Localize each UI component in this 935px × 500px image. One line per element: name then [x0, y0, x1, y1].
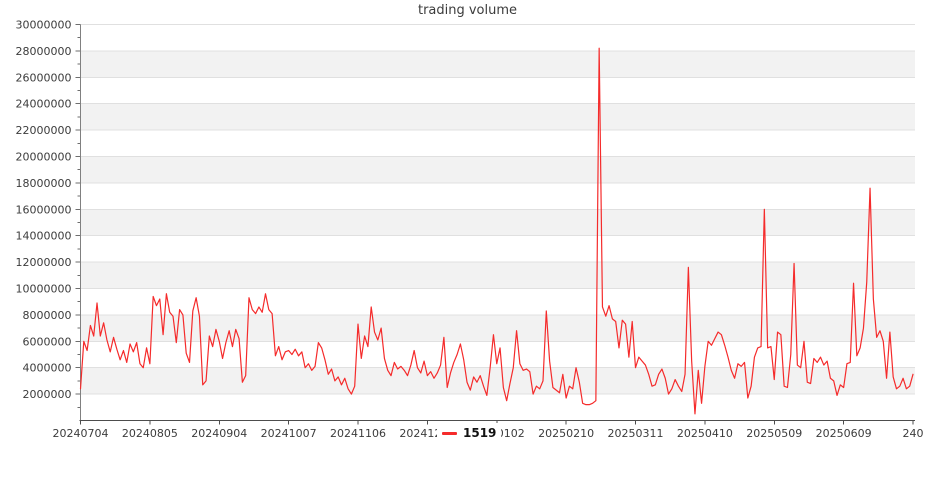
- y-tick-label: 24000000: [16, 98, 72, 111]
- legend[interactable]: 1519: [437, 423, 501, 443]
- y-tick-label: 6000000: [23, 335, 72, 348]
- x-tick-label: 20250410: [677, 427, 733, 440]
- x-tick-label: 20241106: [330, 427, 386, 440]
- series-line-1519: [79, 47, 914, 415]
- chart-title: trading volume: [417, 3, 518, 18]
- x-tick-label: 20240704: [53, 427, 109, 440]
- x-tick-label: 20250609: [816, 427, 872, 440]
- plot-band: [80, 156, 915, 183]
- y-tick-label: 16000000: [16, 203, 72, 216]
- y-tick-label: 30000000: [16, 19, 72, 32]
- y-tick-label: 20000000: [16, 151, 72, 164]
- y-tick-label: 10000000: [16, 283, 72, 296]
- y-tick-label: 8000000: [23, 309, 72, 322]
- y-tick-label: 2000000: [23, 388, 72, 401]
- y-tick-label: 18000000: [16, 177, 72, 190]
- plot-band: [80, 209, 915, 236]
- x-tick-label: 20240904: [191, 427, 247, 440]
- legend-series-label: 1519: [463, 426, 497, 440]
- x-tick-label: 20250210: [538, 427, 594, 440]
- x-tick-label: 20240805: [122, 427, 178, 440]
- x-tick-label: 20250311: [608, 427, 664, 440]
- y-tick-label: 4000000: [23, 362, 72, 375]
- y-tick-label: 26000000: [16, 71, 72, 84]
- legend-line-marker: [442, 431, 457, 435]
- y-tick-label: 12000000: [16, 256, 72, 269]
- y-tick-label: 22000000: [16, 124, 72, 137]
- plot-band: [80, 314, 915, 342]
- plot-band: [80, 262, 915, 289]
- y-tick-label: 14000000: [16, 230, 72, 243]
- plot-band: [80, 103, 915, 131]
- y-tick-label: 28000000: [16, 45, 72, 58]
- plot-band: [80, 50, 915, 78]
- x-tick-label: 20250509: [746, 427, 802, 440]
- plot-band: [80, 367, 915, 395]
- x-tick-label: 240: [903, 427, 924, 440]
- x-tick-label: 20241007: [261, 427, 317, 440]
